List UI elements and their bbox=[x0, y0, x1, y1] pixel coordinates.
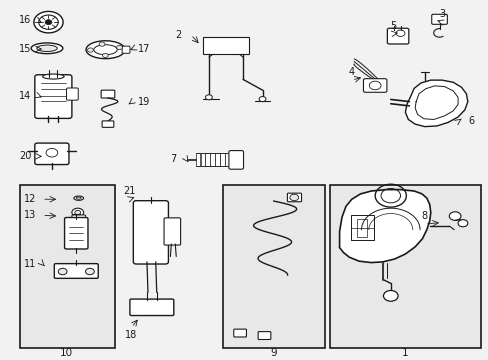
Text: 12: 12 bbox=[24, 194, 36, 204]
Bar bbox=[350, 215, 373, 240]
Circle shape bbox=[75, 210, 81, 215]
Bar bbox=[215, 153, 219, 166]
Bar bbox=[205, 153, 209, 166]
Bar bbox=[200, 153, 204, 166]
FancyBboxPatch shape bbox=[66, 88, 78, 100]
Circle shape bbox=[45, 20, 52, 25]
Text: 8: 8 bbox=[421, 211, 427, 221]
Text: 2: 2 bbox=[175, 30, 182, 40]
FancyBboxPatch shape bbox=[122, 46, 130, 53]
FancyBboxPatch shape bbox=[102, 121, 114, 127]
Text: 16: 16 bbox=[19, 15, 31, 25]
Circle shape bbox=[205, 95, 212, 100]
FancyBboxPatch shape bbox=[233, 329, 246, 337]
Text: 3: 3 bbox=[438, 9, 444, 19]
Bar bbox=[210, 153, 214, 166]
FancyBboxPatch shape bbox=[130, 299, 173, 315]
Bar bbox=[20, 185, 115, 348]
Circle shape bbox=[383, 291, 397, 301]
FancyBboxPatch shape bbox=[72, 215, 85, 221]
FancyBboxPatch shape bbox=[35, 143, 69, 165]
Ellipse shape bbox=[86, 41, 125, 59]
Circle shape bbox=[85, 268, 94, 275]
Circle shape bbox=[259, 96, 265, 102]
Bar bbox=[203, 37, 249, 54]
FancyBboxPatch shape bbox=[133, 201, 168, 264]
Circle shape bbox=[448, 212, 460, 220]
Bar bbox=[356, 219, 366, 237]
Circle shape bbox=[58, 268, 67, 275]
Ellipse shape bbox=[37, 45, 57, 51]
Text: 14: 14 bbox=[19, 90, 31, 100]
Text: 5: 5 bbox=[389, 21, 396, 31]
Circle shape bbox=[99, 42, 105, 46]
Bar bbox=[220, 153, 224, 166]
Bar bbox=[195, 153, 200, 166]
FancyBboxPatch shape bbox=[54, 264, 98, 278]
Bar bbox=[222, 185, 325, 348]
Circle shape bbox=[116, 45, 122, 50]
FancyBboxPatch shape bbox=[386, 28, 408, 44]
Text: 15: 15 bbox=[19, 44, 31, 54]
FancyBboxPatch shape bbox=[258, 332, 270, 339]
FancyBboxPatch shape bbox=[163, 218, 180, 245]
Bar bbox=[329, 185, 480, 348]
Text: 4: 4 bbox=[348, 67, 354, 77]
Text: 20: 20 bbox=[19, 151, 31, 161]
Text: 6: 6 bbox=[467, 116, 473, 126]
FancyBboxPatch shape bbox=[35, 75, 72, 118]
Text: 13: 13 bbox=[24, 210, 36, 220]
FancyBboxPatch shape bbox=[431, 14, 447, 24]
Circle shape bbox=[72, 208, 83, 217]
Text: 19: 19 bbox=[138, 96, 150, 107]
Text: 7: 7 bbox=[170, 154, 177, 164]
FancyBboxPatch shape bbox=[228, 150, 243, 169]
Ellipse shape bbox=[31, 43, 63, 54]
Text: 9: 9 bbox=[270, 348, 277, 358]
Text: 21: 21 bbox=[123, 186, 136, 196]
Text: 18: 18 bbox=[125, 330, 137, 340]
Ellipse shape bbox=[76, 197, 81, 199]
FancyBboxPatch shape bbox=[101, 90, 115, 98]
FancyBboxPatch shape bbox=[363, 79, 386, 92]
Ellipse shape bbox=[42, 74, 64, 79]
Text: 1: 1 bbox=[401, 348, 408, 358]
Text: 10: 10 bbox=[60, 348, 73, 358]
Ellipse shape bbox=[74, 196, 83, 200]
Polygon shape bbox=[405, 80, 467, 127]
Circle shape bbox=[289, 194, 298, 201]
Text: 11: 11 bbox=[24, 258, 36, 269]
Circle shape bbox=[87, 48, 93, 52]
FancyBboxPatch shape bbox=[287, 193, 301, 202]
Bar bbox=[224, 153, 229, 166]
Circle shape bbox=[457, 220, 467, 227]
Text: 17: 17 bbox=[138, 44, 150, 54]
Circle shape bbox=[102, 53, 108, 58]
FancyBboxPatch shape bbox=[64, 217, 88, 249]
Circle shape bbox=[34, 12, 63, 33]
Polygon shape bbox=[339, 190, 430, 262]
